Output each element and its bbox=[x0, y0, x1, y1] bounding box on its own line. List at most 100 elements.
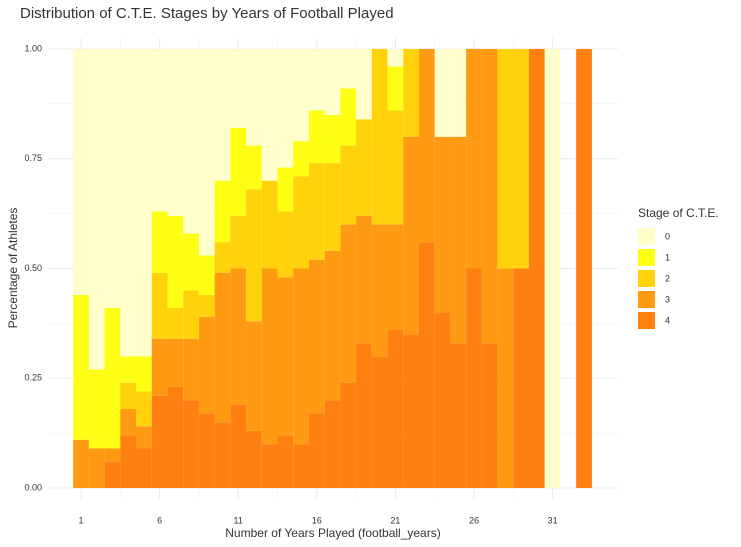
bar-segment bbox=[246, 48, 262, 146]
bar-segment bbox=[183, 338, 199, 401]
bar-segment bbox=[371, 356, 388, 489]
bar-segment bbox=[293, 48, 309, 142]
x-tick-label: 16 bbox=[312, 515, 322, 525]
bar-segment bbox=[246, 145, 262, 190]
bar-segment bbox=[246, 189, 262, 322]
bar-segment bbox=[120, 356, 137, 383]
bar-segment bbox=[214, 272, 231, 423]
bar-segment bbox=[136, 448, 152, 489]
bar-segment bbox=[104, 308, 121, 449]
bar-segment bbox=[167, 387, 184, 489]
bar-segment bbox=[308, 163, 325, 260]
bar-segment bbox=[340, 382, 357, 489]
bar-segment bbox=[136, 391, 152, 427]
y-axis-title: Percentage of Athletes bbox=[6, 208, 20, 329]
bar-segment bbox=[544, 48, 561, 489]
bar-segment bbox=[277, 48, 294, 168]
bar-segment bbox=[434, 136, 451, 313]
bar-segment bbox=[293, 444, 309, 489]
x-tick-label: 6 bbox=[157, 515, 162, 525]
bar-segment bbox=[214, 242, 231, 273]
bar-segment bbox=[120, 48, 137, 357]
legend-label: 3 bbox=[665, 294, 670, 304]
legend-label: 1 bbox=[665, 252, 670, 262]
bar-segment bbox=[88, 369, 105, 449]
bar-segment bbox=[230, 404, 247, 489]
bar-segment bbox=[293, 176, 309, 269]
y-tick-label: 0.00 bbox=[24, 482, 42, 492]
bar-segment bbox=[324, 114, 341, 164]
bar-segment bbox=[529, 48, 545, 489]
bar-segment bbox=[104, 448, 121, 462]
bar-segment bbox=[293, 141, 309, 177]
bar-segment bbox=[481, 343, 498, 489]
bar-segment bbox=[387, 110, 404, 225]
bar-segment bbox=[513, 48, 530, 269]
bar-segment bbox=[151, 211, 168, 273]
bar-segment bbox=[151, 48, 168, 212]
bar-segment bbox=[151, 272, 168, 339]
bar-segment bbox=[120, 382, 137, 409]
x-tick-label: 11 bbox=[234, 515, 243, 525]
bar-segment bbox=[73, 439, 89, 489]
bar-segment bbox=[418, 48, 435, 243]
bar-segment bbox=[104, 48, 121, 309]
bar-segment bbox=[183, 48, 199, 234]
bar-segment bbox=[151, 395, 168, 489]
bar-segment bbox=[261, 48, 278, 181]
bar-segment bbox=[277, 277, 294, 436]
bar-segment bbox=[136, 48, 152, 357]
bar-segment bbox=[403, 334, 419, 489]
bar-segment bbox=[136, 356, 152, 392]
bar-segment bbox=[340, 224, 357, 383]
chart-title: Distribution of C.T.E. Stages by Years o… bbox=[20, 5, 394, 22]
bar-segment bbox=[230, 268, 247, 405]
bar-segment bbox=[167, 308, 184, 339]
bar-segment bbox=[198, 413, 215, 489]
bar-segment bbox=[418, 242, 435, 489]
y-tick-label: 0.75 bbox=[24, 153, 42, 163]
bar-segment bbox=[324, 163, 341, 251]
bar-segment bbox=[387, 48, 404, 67]
bar-segment bbox=[261, 268, 278, 445]
bar-segment bbox=[183, 233, 199, 291]
x-tick-label: 31 bbox=[548, 515, 558, 525]
y-tick-label: 1.00 bbox=[24, 43, 42, 53]
bar-segment bbox=[167, 215, 184, 309]
bar-segment bbox=[356, 215, 372, 344]
bar-segment bbox=[167, 338, 184, 388]
bar-segment bbox=[576, 48, 592, 489]
bar-segment bbox=[246, 430, 262, 489]
bar-segment bbox=[387, 66, 404, 111]
bar-segment bbox=[497, 48, 514, 269]
bar-segment bbox=[183, 290, 199, 339]
bar-segment bbox=[198, 255, 215, 295]
bar-segment bbox=[466, 268, 482, 489]
legend-key bbox=[638, 270, 655, 287]
x-tick-label: 21 bbox=[390, 515, 400, 525]
bar-segment bbox=[356, 343, 372, 489]
bar-segment bbox=[230, 48, 247, 129]
bar-segment bbox=[450, 343, 467, 489]
bar-segment bbox=[340, 88, 357, 146]
bar-segment bbox=[324, 48, 341, 115]
bar-segment bbox=[120, 435, 137, 489]
legend-key bbox=[638, 249, 655, 266]
bar-segment bbox=[120, 408, 137, 436]
legend-label: 0 bbox=[665, 231, 670, 241]
bar-segment bbox=[387, 329, 404, 489]
bar-segment bbox=[434, 48, 451, 137]
bar-segment bbox=[324, 400, 341, 489]
legend-label: 2 bbox=[665, 273, 670, 283]
bar-segment bbox=[214, 422, 231, 489]
bar-segment bbox=[497, 268, 514, 489]
bar-segment bbox=[308, 259, 325, 414]
legend-key bbox=[638, 312, 655, 329]
bar-segment bbox=[340, 145, 357, 225]
bar-segment bbox=[198, 316, 215, 414]
bar-segment bbox=[198, 48, 215, 256]
bar-segment bbox=[230, 215, 247, 269]
x-tick-label: 1 bbox=[79, 515, 84, 525]
bar-segment bbox=[261, 444, 278, 489]
